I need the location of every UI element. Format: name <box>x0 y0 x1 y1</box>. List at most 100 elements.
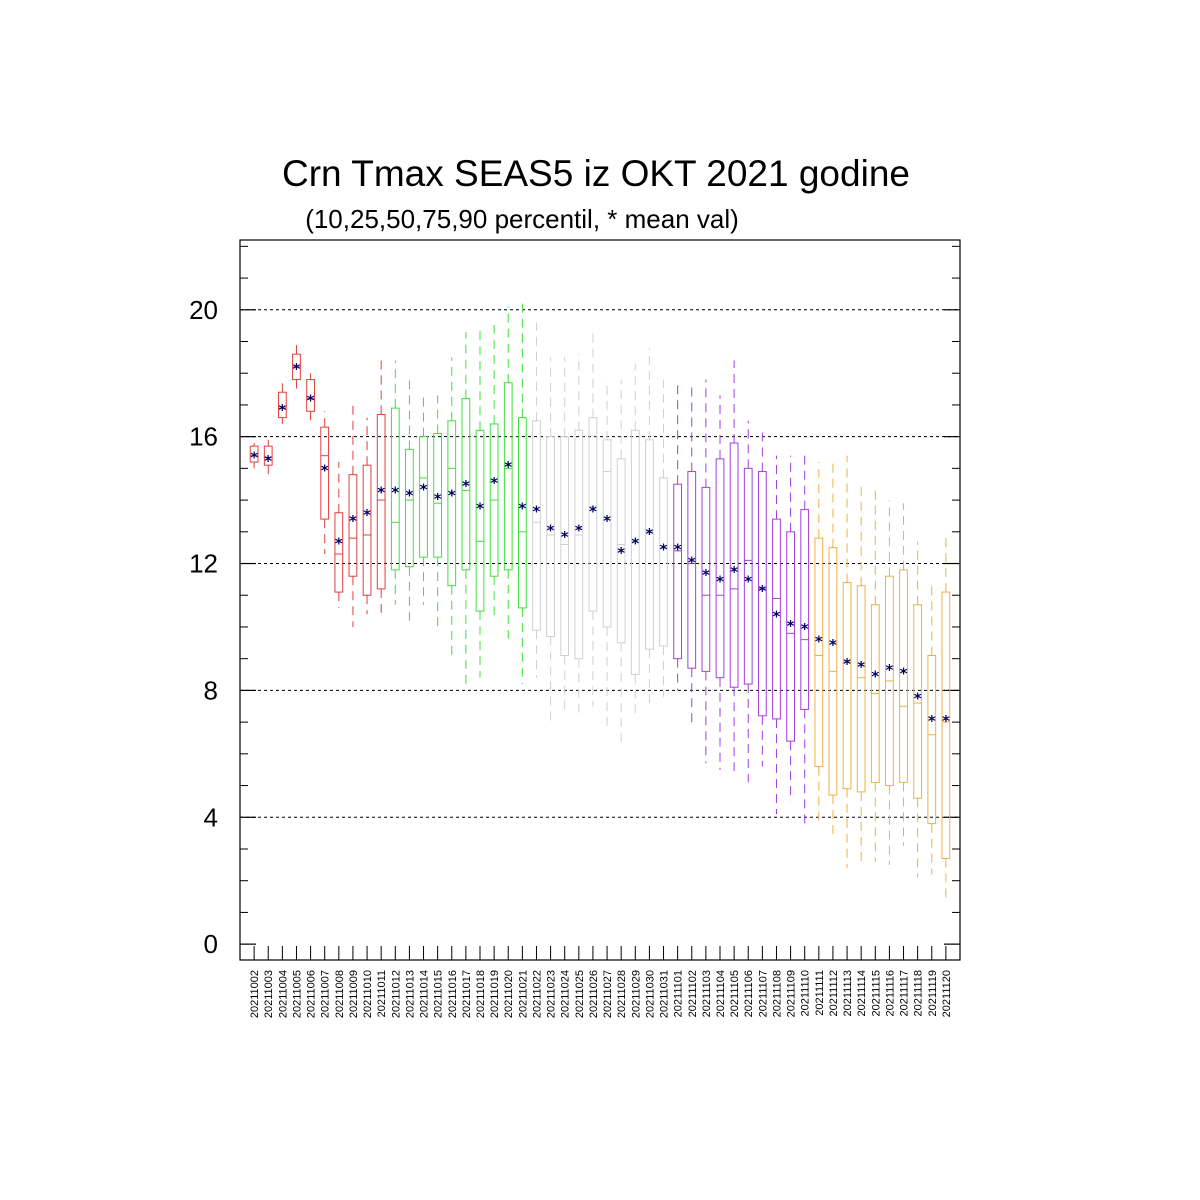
mean-marker: * <box>278 401 286 419</box>
x-tick-label: 20211015 <box>433 970 445 1018</box>
mean-marker: * <box>321 461 329 479</box>
mean-marker: * <box>787 617 795 635</box>
interquartile-box <box>560 436 570 657</box>
mean-marker: * <box>900 664 908 682</box>
interquartile-box <box>814 537 824 768</box>
interquartile-box <box>729 442 739 688</box>
x-tick-label: 20211013 <box>404 970 416 1018</box>
mean-marker: * <box>815 633 823 651</box>
box-plot <box>461 331 471 691</box>
box-plot <box>941 531 951 900</box>
y-tick-label: 0 <box>204 929 218 959</box>
box-plot <box>306 373 315 424</box>
interquartile-box <box>277 391 287 419</box>
box-plot <box>786 455 795 802</box>
x-tick-label: 20211016 <box>447 970 459 1018</box>
interquartile-box <box>517 417 527 609</box>
mean-marker: * <box>490 474 498 492</box>
x-tick-label: 20211019 <box>489 970 501 1018</box>
mean-marker: * <box>264 452 272 470</box>
box-plot <box>588 331 598 707</box>
grid-lines <box>240 309 960 818</box>
mean-marker: * <box>674 541 682 559</box>
box-plot <box>376 357 386 618</box>
mean-marker: * <box>702 566 710 584</box>
box-plot <box>348 401 358 627</box>
box-plot <box>870 487 880 862</box>
interquartile-box <box>405 448 414 568</box>
interquartile-box <box>503 382 513 571</box>
box-plot <box>489 322 499 621</box>
box-plot <box>292 341 301 390</box>
mean-marker: * <box>744 572 752 590</box>
mean-marker: * <box>603 512 611 530</box>
x-tick-label: 20211120 <box>941 970 953 1017</box>
mean-marker: * <box>561 528 569 546</box>
interquartile-box <box>263 445 273 466</box>
mean-marker: * <box>773 607 781 625</box>
mean-marker: * <box>476 499 484 517</box>
box-plot <box>362 417 372 615</box>
y-tick-label: 8 <box>204 675 218 705</box>
x-tick-label: 20211022 <box>531 970 543 1018</box>
box-plot <box>701 379 711 764</box>
x-tick-label: 20211030 <box>644 970 656 1018</box>
x-tick-label: 20211026 <box>588 970 600 1018</box>
mean-marker: * <box>631 534 639 552</box>
mean-marker: * <box>575 522 583 540</box>
box-plot <box>899 503 908 846</box>
interquartile-box <box>532 420 541 631</box>
plot-area-frame <box>239 239 961 961</box>
x-tick-label: 20211027 <box>602 970 614 1018</box>
box-plot <box>503 306 513 643</box>
x-tick-label: 20211118 <box>913 970 925 1017</box>
box-plot <box>560 357 570 713</box>
mean-marker: * <box>448 487 456 505</box>
mean-marker: * <box>758 582 766 600</box>
box-plot <box>334 462 344 608</box>
mean-marker: * <box>462 477 470 495</box>
interquartile-box <box>941 591 951 860</box>
interquartile-box <box>348 474 358 577</box>
box-plot <box>475 325 485 678</box>
x-tick-label: 20211005 <box>291 970 303 1018</box>
box-plot <box>630 363 640 716</box>
mean-marker: * <box>871 668 879 686</box>
box-plot <box>447 357 457 656</box>
interquartile-box <box>757 471 767 717</box>
x-tick-label: 20211111 <box>814 970 826 1016</box>
x-tick-label: 20211113 <box>842 970 854 1017</box>
box-plot <box>913 541 923 878</box>
box-plot <box>419 395 428 605</box>
interquartile-box <box>320 426 330 520</box>
mean-marker: * <box>405 487 413 505</box>
chart-title: Crn Tmax SEAS5 iz OKT 2021 godine <box>282 153 910 194</box>
box-plot <box>743 420 753 783</box>
x-tick-label: 20211008 <box>334 970 346 1018</box>
x-tick-label: 20211002 <box>249 970 261 1018</box>
x-tick-label: 20211023 <box>546 970 558 1018</box>
interquartile-box <box>715 458 725 679</box>
interquartile-box <box>701 486 711 672</box>
interquartile-box <box>616 458 626 644</box>
mean-marker: * <box>843 655 851 673</box>
interquartile-box <box>447 420 457 587</box>
x-tick-label: 20211003 <box>263 970 275 1018</box>
mean-marker: * <box>363 506 371 524</box>
box-plot <box>320 411 330 555</box>
mean-marker: * <box>857 658 865 676</box>
mean-marker: * <box>391 484 399 502</box>
interquartile-box <box>574 429 584 660</box>
x-tick-label: 20211106 <box>743 970 755 1017</box>
x-tick-label: 20211020 <box>503 970 515 1018</box>
x-tick-label: 20211109 <box>786 970 798 1017</box>
mean-marker: * <box>420 480 428 498</box>
mean-marker: * <box>533 503 541 521</box>
mean-marker: * <box>928 712 936 730</box>
interquartile-box <box>376 413 386 590</box>
interquartile-box <box>390 407 400 571</box>
interquartile-box <box>786 531 795 742</box>
